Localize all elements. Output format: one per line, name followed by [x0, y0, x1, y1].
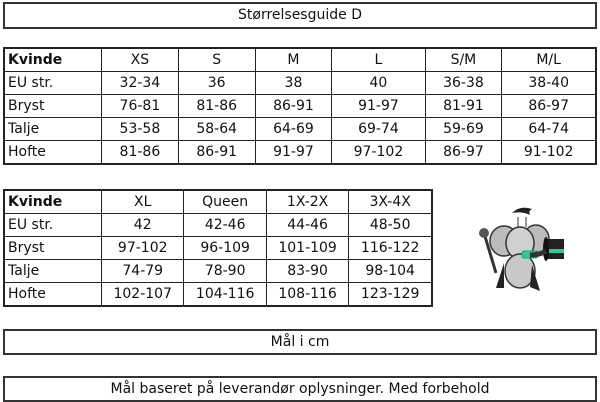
- table-row: Talje 53-58 58-64 64-69 69-74 59-69 64-74: [3, 117, 597, 141]
- column-header-size: S/M: [424, 47, 503, 72]
- table-cell: 42: [100, 213, 185, 237]
- column-header-size: Queen: [183, 189, 267, 214]
- table-cell: 91-97: [331, 94, 426, 118]
- table-cell: 83-90: [265, 259, 350, 283]
- table-cell: 97-102: [331, 140, 426, 165]
- table-row: EU str. 32-34 36 38 40 36-38 38-40: [3, 71, 597, 95]
- table-cell: 86-97: [501, 94, 597, 118]
- table-cell: 38-40: [501, 71, 597, 95]
- column-header-category: Kvinde: [3, 47, 102, 72]
- table-cell: 42-46: [183, 213, 267, 237]
- table-row: EU str. 42 42-46 44-46 48-50: [3, 213, 433, 237]
- table-cell: 36: [177, 71, 256, 95]
- table-cell: 86-97: [424, 140, 503, 165]
- table-cell: 86-91: [177, 140, 256, 165]
- column-header-size: 1X-2X: [265, 189, 350, 214]
- table-cell: 101-109: [265, 236, 350, 260]
- size-table-2: Kvinde XL Queen 1X-2X 3X-4X EU str. 42 42-46 44-…: [3, 189, 433, 307]
- column-header-size: 3X-4X: [348, 189, 433, 214]
- table-cell: 36-38: [424, 71, 503, 95]
- table-cell: 69-74: [331, 117, 426, 141]
- table-cell: 32-34: [101, 71, 179, 95]
- size-table-1: Kvinde XS S M L S/M M/L EU str. 32-34 36 38 40 36-38…: [3, 47, 597, 165]
- table-cell: 108-116: [265, 282, 350, 307]
- table-cell: 98-104: [348, 259, 433, 283]
- table-cell: 97-102: [100, 236, 185, 260]
- table-cell: 59-69: [424, 117, 503, 141]
- table-row: Bryst 97-102 96-109 101-109 116-122: [3, 236, 433, 260]
- column-header-category: Kvinde: [3, 189, 102, 214]
- table-cell: 91-102: [501, 140, 597, 165]
- row-label: Hofte: [3, 282, 102, 307]
- table-cell: 74-79: [100, 259, 185, 283]
- row-label: EU str.: [3, 213, 102, 237]
- table-row: Hofte 81-86 86-91 91-97 97-102 86-97 91-102: [3, 140, 597, 165]
- table-cell: 64-74: [501, 117, 597, 141]
- table-cell: 86-91: [254, 94, 333, 118]
- table-row: Talje 74-79 78-90 83-90 98-104: [3, 259, 433, 283]
- column-header-size: M: [254, 47, 333, 72]
- table-cell: 48-50: [348, 213, 433, 237]
- table-cell: 58-64: [177, 117, 256, 141]
- table-cell: 81-86: [177, 94, 256, 118]
- row-label: Bryst: [3, 236, 102, 260]
- table-cell: 102-107: [100, 282, 185, 307]
- table-row: Hofte 102-107 104-116 108-116 123-129: [3, 282, 433, 307]
- table-cell: 116-122: [348, 236, 433, 260]
- table-cell: 38: [254, 71, 333, 95]
- row-label: Bryst: [3, 94, 102, 118]
- table-cell: 96-109: [183, 236, 267, 260]
- table-cell: 78-90: [183, 259, 267, 283]
- elephant-mascot-icon: [479, 207, 564, 291]
- disclaimer: Mål baseret på leverandør oplysninger. M…: [3, 376, 597, 402]
- row-label: Talje: [3, 259, 102, 283]
- column-header-size: S: [177, 47, 256, 72]
- header-row: Kvinde XS S M L S/M M/L: [3, 47, 597, 72]
- column-header-size: L: [331, 47, 426, 72]
- table-cell: 104-116: [183, 282, 267, 307]
- table-row: Bryst 76-81 81-86 86-91 91-97 81-91 86-97: [3, 94, 597, 118]
- table-cell: 91-97: [254, 140, 333, 165]
- row-label: Talje: [3, 117, 102, 141]
- header-row: Kvinde XL Queen 1X-2X 3X-4X: [3, 189, 433, 214]
- row-label: EU str.: [3, 71, 102, 95]
- table-cell: 123-129: [348, 282, 433, 307]
- table-cell: 76-81: [101, 94, 179, 118]
- column-header-size: XL: [100, 189, 185, 214]
- unit-note: Mål i cm: [3, 329, 597, 355]
- table-cell: 81-91: [424, 94, 503, 118]
- column-header-size: XS: [101, 47, 179, 72]
- table-cell: 44-46: [265, 213, 350, 237]
- row-label: Hofte: [3, 140, 102, 165]
- table-cell: 64-69: [254, 117, 333, 141]
- column-header-size: M/L: [501, 47, 597, 72]
- table-cell: 81-86: [101, 140, 179, 165]
- table-cell: 40: [331, 71, 426, 95]
- table-cell: 53-58: [101, 117, 179, 141]
- page-title: Størrelsesguide D: [3, 2, 597, 29]
